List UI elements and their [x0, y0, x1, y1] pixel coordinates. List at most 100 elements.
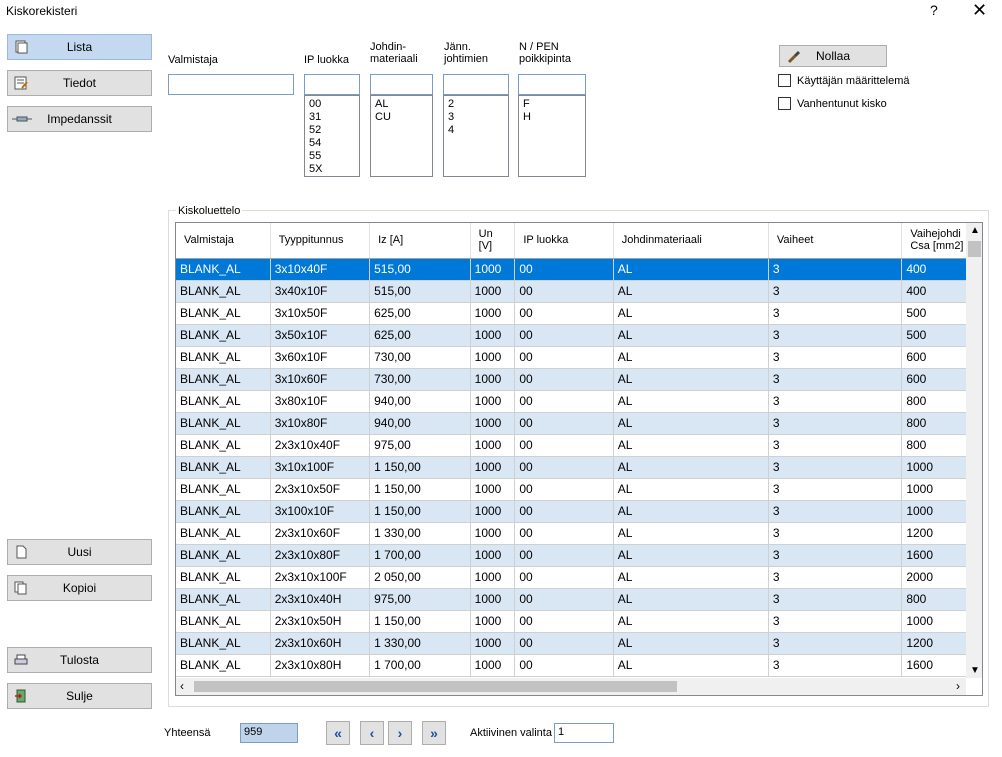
- column-header[interactable]: Un [V]: [470, 223, 516, 259]
- next-record-button[interactable]: ›: [388, 721, 412, 745]
- scroll-down-icon[interactable]: ▼: [970, 665, 980, 676]
- lista-button[interactable]: Lista: [7, 34, 152, 60]
- npen-input[interactable]: [518, 74, 586, 95]
- obsolete-checkbox[interactable]: Vanhentunut kisko: [778, 97, 887, 110]
- column-header[interactable]: Valmistaja: [176, 223, 271, 259]
- table-cell: BLANK_AL: [176, 654, 271, 677]
- table-cell: 00: [514, 610, 614, 633]
- table-cell: BLANK_AL: [176, 368, 271, 391]
- table-cell: 1000: [470, 544, 516, 567]
- uusi-button[interactable]: Uusi: [7, 539, 152, 565]
- vertical-scrollbar[interactable]: ▲ ▼: [966, 223, 982, 678]
- table-cell: 2x3x10x100F: [270, 566, 371, 589]
- table-cell: 1000: [470, 456, 516, 479]
- table-row[interactable]: BLANK_AL 3x60x10F 730,00 1000 00 AL 3 600: [176, 346, 982, 369]
- jann-input[interactable]: [443, 74, 509, 95]
- tiedot-label: Tiedot: [63, 76, 96, 90]
- nollaa-button[interactable]: Nollaa: [779, 45, 887, 67]
- first-record-button[interactable]: «: [326, 721, 350, 745]
- jann-list[interactable]: 2 3 4: [443, 95, 509, 177]
- horizontal-scrollbar[interactable]: ‹ ›: [176, 678, 966, 695]
- column-header[interactable]: IP luokka: [514, 223, 614, 259]
- ip-option[interactable]: 55: [309, 150, 322, 162]
- column-header[interactable]: Johdinmateriaali: [613, 223, 769, 259]
- tulosta-button[interactable]: Tulosta: [7, 647, 152, 673]
- table-cell: 1 150,00: [369, 456, 471, 479]
- table-row[interactable]: BLANK_AL 2x3x10x40H 975,00 1000 00 AL 3 800: [176, 588, 982, 611]
- ip-option[interactable]: 52: [309, 124, 322, 136]
- table-row[interactable]: BLANK_AL 3x10x100F 1 150,00 1000 00 AL 3 1000: [176, 456, 982, 479]
- ip-option[interactable]: 31: [309, 111, 322, 123]
- bus-table[interactable]: Valmistaja Tyyppitunnus Iz [A] Un [V] IP luo…: [176, 223, 982, 677]
- table-cell: 00: [514, 654, 614, 677]
- table-cell: AL: [613, 610, 769, 633]
- column-header[interactable]: Iz [A]: [369, 223, 471, 259]
- column-header[interactable]: Vaiheet: [768, 223, 903, 259]
- uusi-label: Uusi: [67, 545, 92, 559]
- vertical-scroll-thumb[interactable]: [968, 241, 981, 257]
- table-row[interactable]: BLANK_AL 3x80x10F 940,00 1000 00 AL 3 800: [176, 390, 982, 413]
- johdin-list[interactable]: AL CU: [370, 95, 433, 177]
- bus-grid[interactable]: Valmistaja Tyyppitunnus Iz [A] Un [V] IP luo…: [175, 222, 983, 696]
- kopioi-button[interactable]: Kopioi: [7, 575, 152, 601]
- table-row[interactable]: BLANK_AL 3x100x10F 1 150,00 1000 00 AL 3 1000: [176, 500, 982, 523]
- table-cell: 2x3x10x50F: [270, 478, 371, 501]
- table-cell: 1000: [470, 434, 516, 457]
- horizontal-scroll-thumb[interactable]: [194, 681, 677, 692]
- table-row[interactable]: BLANK_AL 2x3x10x50F 1 150,00 1000 00 AL 3 1000: [176, 478, 982, 501]
- impedanssit-button[interactable]: Impedanssit: [7, 106, 152, 132]
- help-button[interactable]: ?: [930, 2, 938, 18]
- table-row[interactable]: BLANK_AL 2x3x10x40F 975,00 1000 00 AL 3 800: [176, 434, 982, 457]
- ip-option[interactable]: 54: [309, 137, 322, 149]
- prev-record-button[interactable]: ‹: [360, 721, 384, 745]
- table-cell: AL: [613, 346, 769, 369]
- table-row[interactable]: BLANK_AL 2x3x10x60H 1 330,00 1000 00 AL 3 1200: [176, 632, 982, 655]
- scroll-up-icon[interactable]: ▲: [970, 225, 980, 236]
- table-row[interactable]: BLANK_AL 3x10x80F 940,00 1000 00 AL 3 800: [176, 412, 982, 435]
- table-cell: 3x80x10F: [270, 390, 371, 413]
- table-row[interactable]: BLANK_AL 2x3x10x80F 1 700,00 1000 00 AL 3 1600: [176, 544, 982, 567]
- table-cell: 00: [514, 544, 614, 567]
- table-row[interactable]: BLANK_AL 3x50x10F 625,00 1000 00 AL 3 500: [176, 324, 982, 347]
- johdin-option[interactable]: CU: [375, 111, 391, 123]
- checkbox-box[interactable]: [778, 74, 791, 87]
- scroll-left-icon[interactable]: ‹: [180, 679, 184, 693]
- npen-option[interactable]: H: [523, 111, 531, 123]
- table-cell: 3: [768, 434, 903, 457]
- valmistaja-input[interactable]: [168, 74, 294, 95]
- table-cell: AL: [613, 478, 769, 501]
- ip-option[interactable]: 00: [309, 98, 322, 110]
- johdin-option[interactable]: AL: [375, 98, 389, 110]
- ip-list[interactable]: 00 31 52 54 55 5X: [304, 95, 360, 177]
- table-row[interactable]: BLANK_AL 2x3x10x60F 1 330,00 1000 00 AL 3 1200: [176, 522, 982, 545]
- table-cell: 2x3x10x80F: [270, 544, 371, 567]
- table-row[interactable]: BLANK_AL 2x3x10x100F 2 050,00 1000 00 AL 3 2000: [176, 566, 982, 589]
- table-row[interactable]: BLANK_AL 2x3x10x80H 1 700,00 1000 00 AL 3 1600: [176, 654, 982, 677]
- lista-label: Lista: [66, 40, 93, 54]
- jann-option[interactable]: 2: [448, 98, 455, 110]
- close-button[interactable]: ✕: [972, 0, 988, 20]
- active-selection-input[interactable]: 1: [554, 723, 614, 743]
- tiedot-button[interactable]: Tiedot: [7, 70, 152, 96]
- table-cell: 1000: [470, 368, 516, 391]
- table-row[interactable]: BLANK_AL 3x10x60F 730,00 1000 00 AL 3 600: [176, 368, 982, 391]
- last-record-button[interactable]: »: [422, 721, 446, 745]
- sulje-button[interactable]: Sulje: [7, 683, 152, 709]
- table-row[interactable]: BLANK_AL 3x10x40F 515,00 1000 00 AL 3 400: [176, 258, 982, 281]
- column-header[interactable]: Tyyppitunnus: [270, 223, 371, 259]
- jann-option[interactable]: 4: [448, 124, 455, 136]
- scroll-right-icon[interactable]: ›: [956, 679, 960, 693]
- double-right-icon: »: [430, 725, 438, 741]
- table-cell: 1000: [470, 280, 516, 303]
- npen-option[interactable]: F: [523, 98, 530, 110]
- npen-list[interactable]: F H: [518, 95, 586, 177]
- ip-input[interactable]: [304, 74, 360, 95]
- table-row[interactable]: BLANK_AL 2x3x10x50H 1 150,00 1000 00 AL 3 1000: [176, 610, 982, 633]
- ip-option[interactable]: 5X: [309, 163, 323, 175]
- table-row[interactable]: BLANK_AL 3x10x50F 625,00 1000 00 AL 3 500: [176, 302, 982, 325]
- checkbox-box[interactable]: [778, 97, 791, 110]
- user-defined-checkbox[interactable]: Käyttäjän määrittelemä: [778, 74, 910, 87]
- johdin-input[interactable]: [370, 74, 433, 95]
- table-row[interactable]: BLANK_AL 3x40x10F 515,00 1000 00 AL 3 400: [176, 280, 982, 303]
- jann-option[interactable]: 3: [448, 111, 455, 123]
